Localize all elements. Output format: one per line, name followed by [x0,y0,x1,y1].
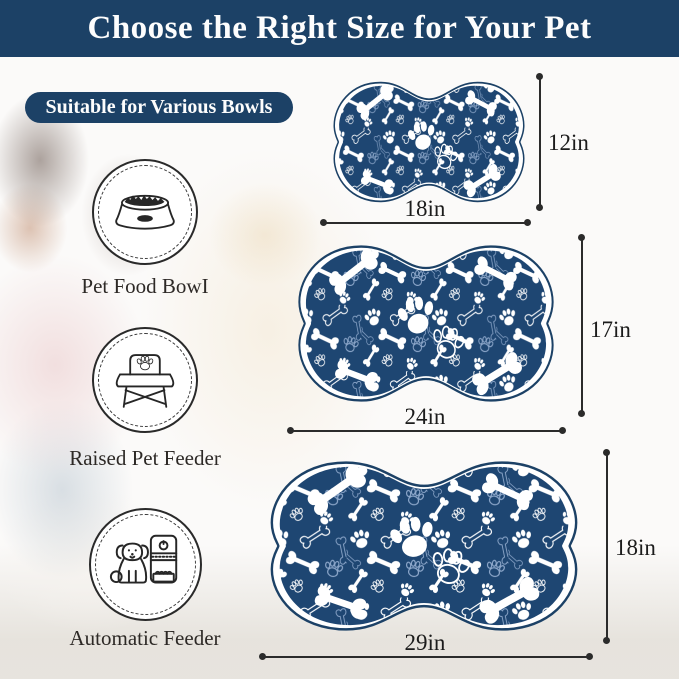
raised-pet-feeder-circle [92,327,198,433]
dim-line-large-height [603,449,610,644]
dim-label-medium-width: 24in [404,404,446,429]
header-banner: Choose the Right Size for Your Pet [0,0,679,57]
suitable-bowls-badge: Suitable for Various Bowls [25,92,293,123]
mat-large [257,449,591,643]
mat-medium [287,234,565,413]
dim-line-small-width [320,219,531,226]
dim-label-small-width: 18in [404,196,446,221]
automatic-feeder-label: Automatic Feeder [69,626,221,650]
dim-line-medium-width [287,427,566,434]
automatic-feeder-icon [109,534,177,584]
badge-label: Suitable for Various Bowls [45,96,273,118]
dim-line-medium-height [578,234,585,417]
dim-line-large-width [259,653,593,660]
raised-pet-feeder-icon [115,354,175,408]
page-title: Choose the Right Size for Your Pet [87,10,592,46]
dim-label-medium-height: 17in [590,317,631,342]
mat-small-art [325,73,533,211]
automatic-feeder-circle [89,508,202,621]
dim-line-small-height [536,73,543,211]
mat-large-art [257,449,591,643]
pet-food-bowl-circle [92,159,198,265]
pet-food-bowl-label: Pet Food BowI [81,274,209,298]
mat-small [325,73,533,211]
pet-food-bowl-icon [115,194,175,230]
dim-label-large-height: 18in [615,535,656,560]
mat-medium-art [287,234,565,413]
dim-label-large-width: 29in [404,630,446,655]
dim-label-small-height: 12in [548,130,589,155]
raised-pet-feeder-label: Raised Pet Feeder [69,446,221,470]
